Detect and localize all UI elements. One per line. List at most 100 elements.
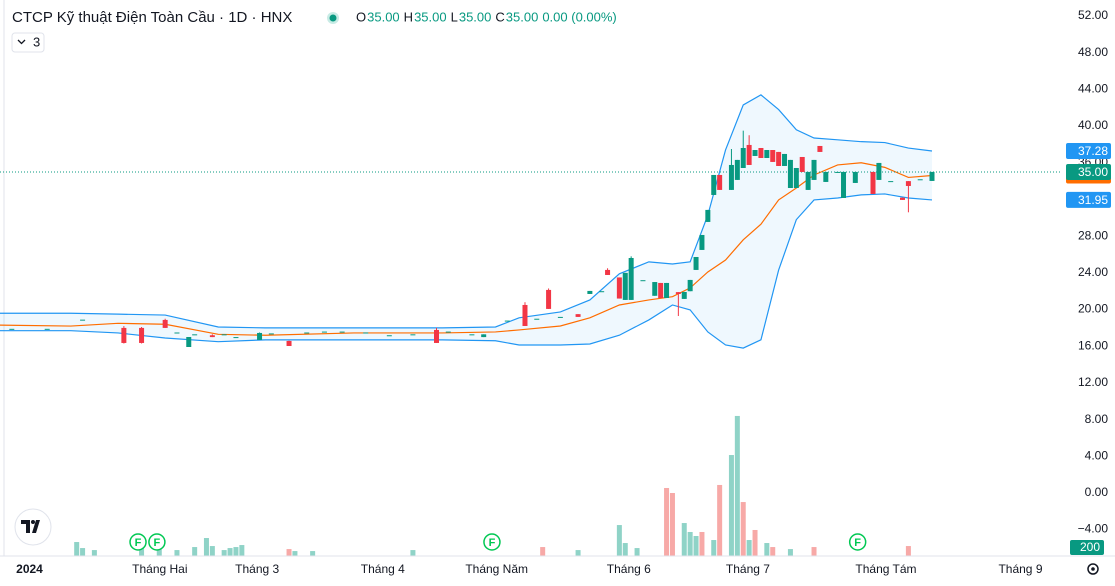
candle-body [770,150,776,162]
candle-body [782,153,788,166]
candle-body [870,171,876,194]
volume-bar [634,548,640,556]
x-tick-label: Tháng 4 [361,562,405,576]
candle-body [799,156,805,172]
volume-bar [292,551,298,556]
volume-bar [286,549,292,556]
candle-body [616,277,622,299]
candle-body [841,171,847,198]
candle-body [44,328,50,330]
candle-body [321,331,327,333]
volume-bar [764,543,770,556]
ohlc-value: 35.00 [367,9,400,24]
event-marker [848,533,867,551]
candle-body [233,337,239,339]
volume-bar [687,531,693,556]
volume-bar [740,502,746,556]
ohlc-key: L [451,9,458,24]
candle-body [817,145,823,152]
volume-bar [616,525,622,556]
candle-body [534,318,540,320]
y-tick-label: 24.00 [1078,265,1108,279]
volume-bar [239,545,245,556]
candle-body [734,159,740,180]
candle-body [752,150,758,156]
volume-bar [540,547,546,556]
event-marker [148,533,166,551]
indicator-toggle[interactable] [11,32,45,53]
candle-body [764,150,770,158]
band-lower [0,193,933,349]
logo-bg [14,508,52,546]
volume-tag-label: 200 [1080,540,1100,554]
candle-body [711,174,717,195]
event-marker [483,533,501,551]
candle-body [386,335,392,337]
event-label: F [154,537,161,549]
candle-body [728,164,734,190]
candle-body [363,332,369,334]
candle-body [888,181,894,183]
y-tick-label: 12.00 [1078,375,1108,389]
candle-body [557,316,563,318]
candle-body [758,147,764,158]
gear-icon[interactable] [1087,563,1099,575]
x-tick-label: Tháng Hai [132,562,187,576]
volume-bar [410,550,416,556]
candle-body [699,234,705,250]
candle-body [776,151,782,166]
candle-body [905,181,911,186]
candle-body [746,144,752,165]
volume-bar [711,540,717,556]
volume-bar [174,550,180,556]
candle-body [162,319,168,328]
candle-body [740,147,746,168]
candle-body [339,331,345,333]
candle-body [257,332,263,340]
volume-bar [622,543,628,556]
candle-body [221,334,227,336]
candle-body [787,159,793,188]
candle-body [445,331,451,333]
volume-bar [905,546,911,556]
volume-bar [156,548,162,556]
axis: 12.0016.0020.0024.0028.0036.0040.0044.00… [16,8,1111,576]
pane [0,0,1060,556]
candle-body [434,329,440,343]
x-tick-label: Tháng Tám [855,562,916,576]
ohlc-key: C [495,9,504,24]
candle-body [9,328,15,330]
candle-body [929,171,935,181]
y-tick-label: 20.00 [1078,302,1108,316]
volume-tick-label: 4.00 [1085,449,1109,463]
volume-bar [80,548,86,556]
volume-bar [203,538,209,556]
candle-body [304,332,310,334]
candle-body [652,282,658,296]
settings[interactable] [1087,563,1099,575]
candle-body [209,335,215,338]
candle-body [823,171,829,182]
ohlc-key: H [404,9,413,24]
candle-body [469,334,475,336]
candle-body [546,289,552,309]
candle-body [481,334,487,338]
candle-body [852,171,858,183]
gear-core [1091,567,1095,571]
volume-bar [233,547,239,556]
candle-body [805,171,811,190]
candle-body [192,334,198,336]
candle-body [599,291,605,293]
volume-tag [1070,540,1104,555]
price-tag-label: 37.28 [1078,144,1108,158]
x-tick-label: 2024 [16,562,43,576]
event-marker [129,533,147,551]
volume-bar [91,550,97,556]
ohlc-value: 35.00 [414,9,447,24]
candle-body [622,272,628,300]
ohlc-key: O [356,9,366,24]
candle-body [687,279,693,292]
logo-mark [21,520,40,533]
candle-body [268,333,274,335]
